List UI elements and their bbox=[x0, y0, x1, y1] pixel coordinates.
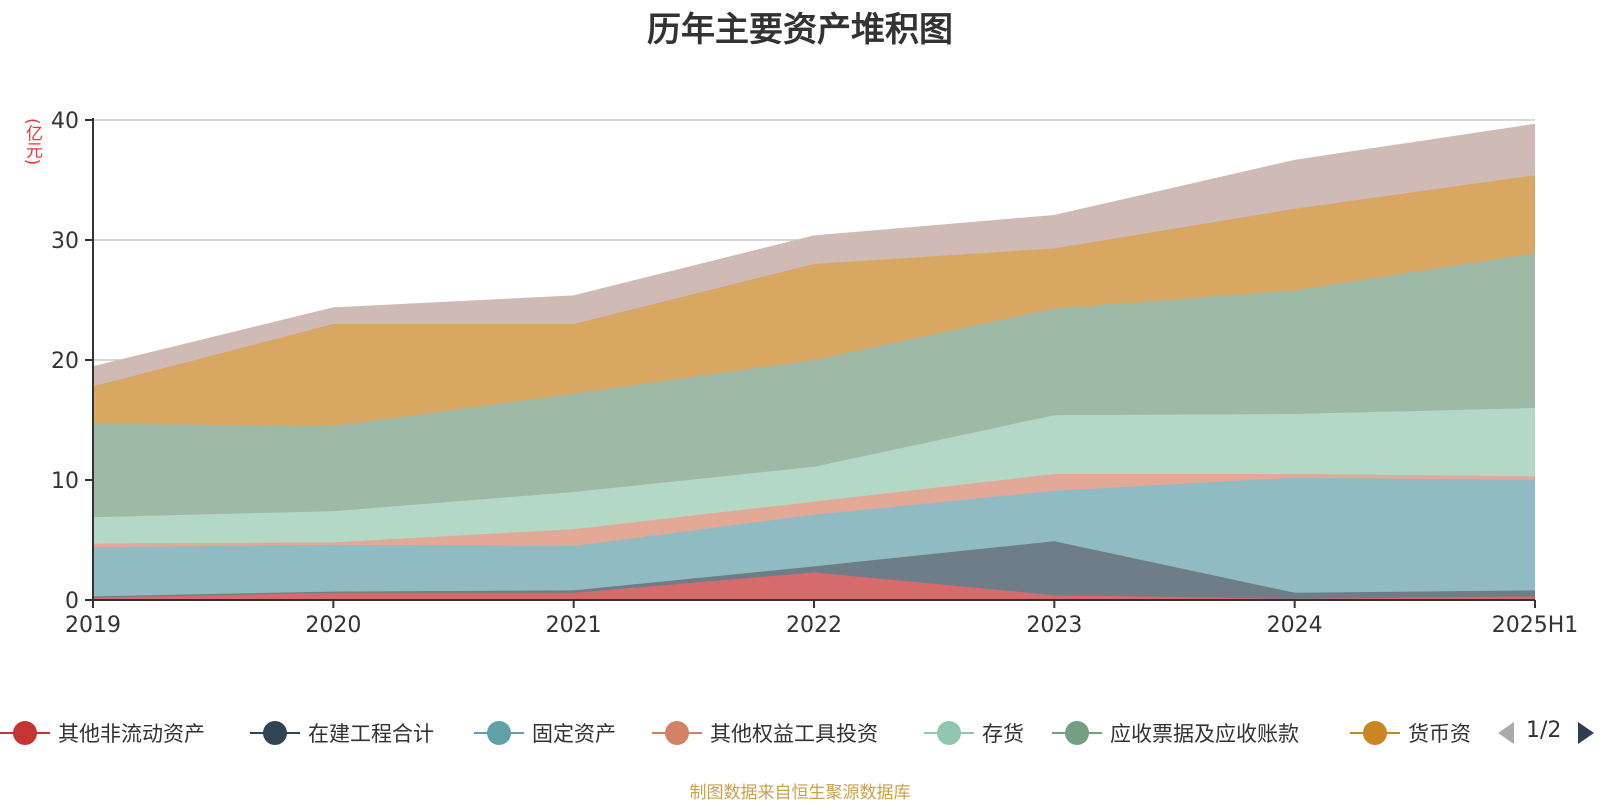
legend-label: 固定资产 bbox=[532, 722, 616, 746]
legend-label: 在建工程合计 bbox=[308, 722, 434, 746]
legend-label: 存货 bbox=[982, 722, 1024, 746]
y-tick-label: 10 bbox=[51, 469, 79, 494]
series-area-4 bbox=[93, 408, 1535, 544]
series-line-7 bbox=[92, 123, 1536, 369]
legend-item[interactable]: 存货 bbox=[924, 716, 1024, 750]
legend: 其他非流动资产 在建工程合计 固定资产 其他权益工具投资 存货 应收票据及应收账款 货币资 bbox=[0, 716, 1600, 750]
y-tick-label: 0 bbox=[65, 589, 79, 614]
legend-page-indicator: 1/2 bbox=[1526, 718, 1562, 743]
legend-marker-icon bbox=[250, 716, 300, 750]
series-area-3 bbox=[93, 474, 1535, 548]
x-tick-label: 2023 bbox=[1026, 613, 1082, 638]
x-tick-label: 2019 bbox=[65, 613, 121, 638]
series-area-2 bbox=[93, 477, 1535, 597]
y-tick-label: 20 bbox=[51, 349, 79, 374]
x-tick-label: 2022 bbox=[786, 613, 842, 638]
legend-prev-page-icon[interactable] bbox=[1498, 722, 1514, 744]
legend-item[interactable]: 其他非流动资产 bbox=[0, 716, 205, 750]
legend-item[interactable]: 在建工程合计 bbox=[250, 716, 434, 750]
legend-item[interactable]: 应收票据及应收账款 bbox=[1052, 716, 1299, 750]
legend-item[interactable]: 其他权益工具投资 bbox=[652, 716, 878, 750]
x-tick-label: 2021 bbox=[546, 613, 602, 638]
y-tick-label: 30 bbox=[51, 229, 79, 254]
x-tick-label: 2025H1 bbox=[1492, 613, 1579, 638]
legend-marker-icon bbox=[0, 716, 50, 750]
series-area-6 bbox=[93, 175, 1535, 426]
series-area-7 bbox=[93, 124, 1535, 387]
legend-marker-icon bbox=[924, 716, 974, 750]
legend-label: 其他非流动资产 bbox=[58, 722, 205, 746]
y-tick-label: 40 bbox=[51, 109, 79, 134]
series-area-1 bbox=[93, 541, 1535, 599]
legend-item[interactable]: 货币资 bbox=[1350, 716, 1471, 750]
data-source-note: 制图数据来自恒生聚源数据库 bbox=[689, 783, 911, 803]
series-area-5 bbox=[93, 253, 1535, 518]
x-tick-label: 2024 bbox=[1267, 613, 1323, 638]
y-axis-unit: (亿元) bbox=[22, 118, 42, 166]
legend-label: 应收票据及应收账款 bbox=[1110, 722, 1299, 746]
legend-marker-icon bbox=[1052, 716, 1102, 750]
legend-marker-icon bbox=[652, 716, 702, 750]
legend-item[interactable]: 固定资产 bbox=[474, 716, 616, 750]
legend-pager: 1/2 bbox=[1498, 716, 1600, 750]
x-tick-label: 2020 bbox=[305, 613, 361, 638]
legend-next-page-icon[interactable] bbox=[1578, 722, 1594, 744]
legend-label: 货币资 bbox=[1408, 722, 1471, 746]
legend-marker-icon bbox=[474, 716, 524, 750]
legend-marker-icon bbox=[1350, 716, 1400, 750]
legend-label: 其他权益工具投资 bbox=[710, 722, 878, 746]
chart-title: 历年主要资产堆积图 bbox=[647, 10, 953, 50]
